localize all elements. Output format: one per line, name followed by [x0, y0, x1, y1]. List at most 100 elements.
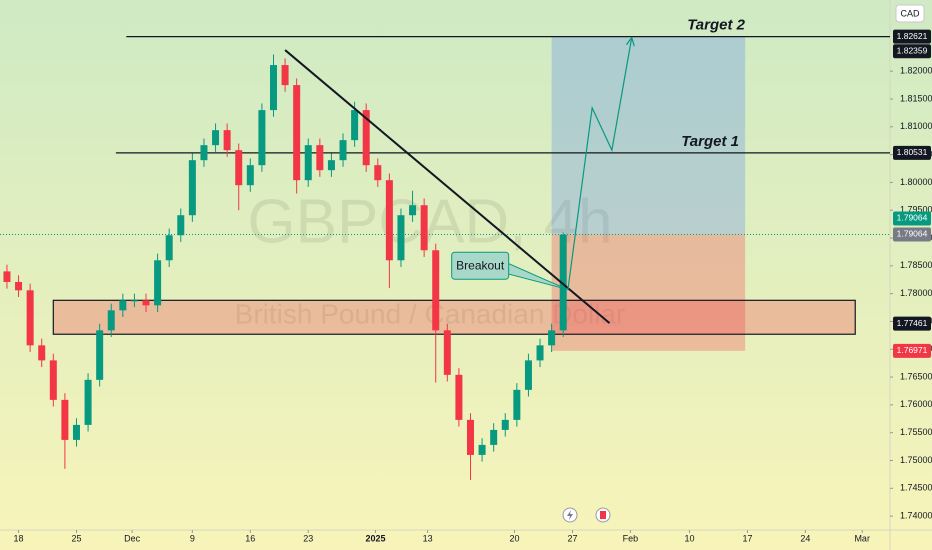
candle-body: [536, 345, 544, 361]
price-label-box: [893, 145, 931, 160]
price-label-box: [893, 227, 931, 242]
price-label-box: [893, 44, 931, 59]
candle-body: [490, 429, 498, 445]
x-tick-label: Dec: [124, 533, 141, 543]
candle-body: [548, 330, 556, 346]
price-label: 1.79064: [897, 229, 928, 239]
callout-pointer: [501, 262, 567, 290]
candle-body: [84, 379, 92, 425]
candle-body: [258, 110, 266, 166]
watermark-symbol: GBPCAD, 4h: [247, 187, 612, 256]
candle-body: [107, 310, 115, 331]
flag-icon-glyph: [600, 511, 606, 519]
candle-body: [327, 160, 335, 171]
candle-body: [374, 165, 382, 181]
candle-body: [154, 260, 162, 306]
x-tick-label: 2025: [365, 533, 385, 543]
y-tick-label: 1.76000: [900, 399, 932, 409]
candle-body: [466, 419, 474, 455]
trendline: [284, 49, 611, 324]
x-tick-label: 20: [510, 533, 520, 543]
stop-area: [551, 234, 746, 351]
event-icon-glyph: [567, 510, 573, 520]
candle-body: [501, 419, 509, 430]
y-tick-label: 1.82000: [900, 66, 932, 76]
candle-body: [409, 205, 417, 216]
candle-body: [38, 345, 46, 361]
currency-box[interactable]: [895, 4, 925, 23]
currency: CAD: [900, 8, 920, 18]
candle-body: [130, 300, 138, 302]
candle-body: [177, 215, 185, 236]
x-tick-label: 25: [71, 533, 81, 543]
x-tick-label: 27: [567, 533, 577, 543]
candle-body: [339, 140, 347, 161]
y-tick-label: 1.78500: [900, 260, 932, 270]
candle-body: [281, 65, 289, 86]
x-tick-label: Mar: [854, 533, 870, 543]
candle-body: [15, 281, 23, 291]
projection-path: [567, 38, 632, 291]
y-tick-label: 1.79500: [900, 205, 932, 215]
candle-body: [455, 374, 463, 420]
price-label: 1.76971: [897, 345, 928, 355]
x-tick-label: Feb: [623, 533, 639, 543]
y-tick-label: 1.74000: [900, 510, 932, 520]
callout-box: [451, 251, 510, 280]
price-label-box: [893, 29, 931, 44]
callout-text: Breakout: [456, 258, 505, 272]
x-tick-label: 10: [685, 533, 695, 543]
price-label: 1.82621: [897, 31, 928, 41]
price-label: 1.82359: [897, 45, 928, 55]
candle-body: [478, 444, 486, 455]
y-tick-label: 1.80000: [900, 177, 932, 187]
target-label: Target 1: [681, 133, 739, 150]
candle-body: [269, 65, 277, 111]
y-tick-label: 1.75500: [900, 427, 932, 437]
candle-body: [165, 235, 173, 261]
target-area: [551, 36, 746, 235]
candle-body: [513, 389, 521, 420]
candle-body: [385, 180, 393, 261]
candle-body: [223, 130, 231, 151]
candle-body: [351, 110, 359, 141]
target-label: Target 2: [687, 17, 745, 34]
candle-body: [362, 110, 370, 166]
x-tick-label: 9: [190, 533, 195, 543]
candle-body: [316, 145, 324, 171]
candle-body: [304, 145, 312, 181]
candle-body: [142, 300, 150, 306]
candle-body: [26, 290, 34, 346]
candle-body: [559, 234, 567, 331]
x-tick-label: 18: [14, 533, 24, 543]
price-label-box: [893, 316, 931, 331]
x-tick-label: 16: [245, 533, 255, 543]
price-label: 1.79064: [897, 213, 928, 223]
candle-body: [96, 330, 104, 380]
y-tick-label: 1.78000: [900, 288, 932, 298]
candle-body: [49, 360, 57, 400]
x-tick-label: 13: [423, 533, 433, 543]
y-tick-label: 1.81500: [900, 93, 932, 103]
support-zone: [52, 299, 856, 335]
candle-body: [188, 160, 196, 216]
candle-body: [3, 271, 11, 282]
x-tick-label: 24: [800, 533, 810, 543]
candle-body: [524, 360, 532, 390]
x-tick-label: 23: [303, 533, 313, 543]
candle-body: [293, 85, 301, 181]
candle-body: [212, 130, 220, 146]
candle-body: [200, 145, 208, 161]
price-label-box: [893, 343, 931, 358]
candle-body: [397, 215, 405, 261]
candle-body: [72, 424, 80, 440]
price-label-box: [893, 211, 931, 226]
price-label: 1.77461: [897, 318, 928, 328]
y-tick-label: 1.74500: [900, 483, 932, 493]
candle-body: [235, 150, 243, 186]
y-tick-label: 1.75000: [900, 455, 932, 465]
x-tick-label: 17: [742, 533, 752, 543]
candle-body: [432, 250, 440, 331]
candle-body: [443, 330, 451, 375]
